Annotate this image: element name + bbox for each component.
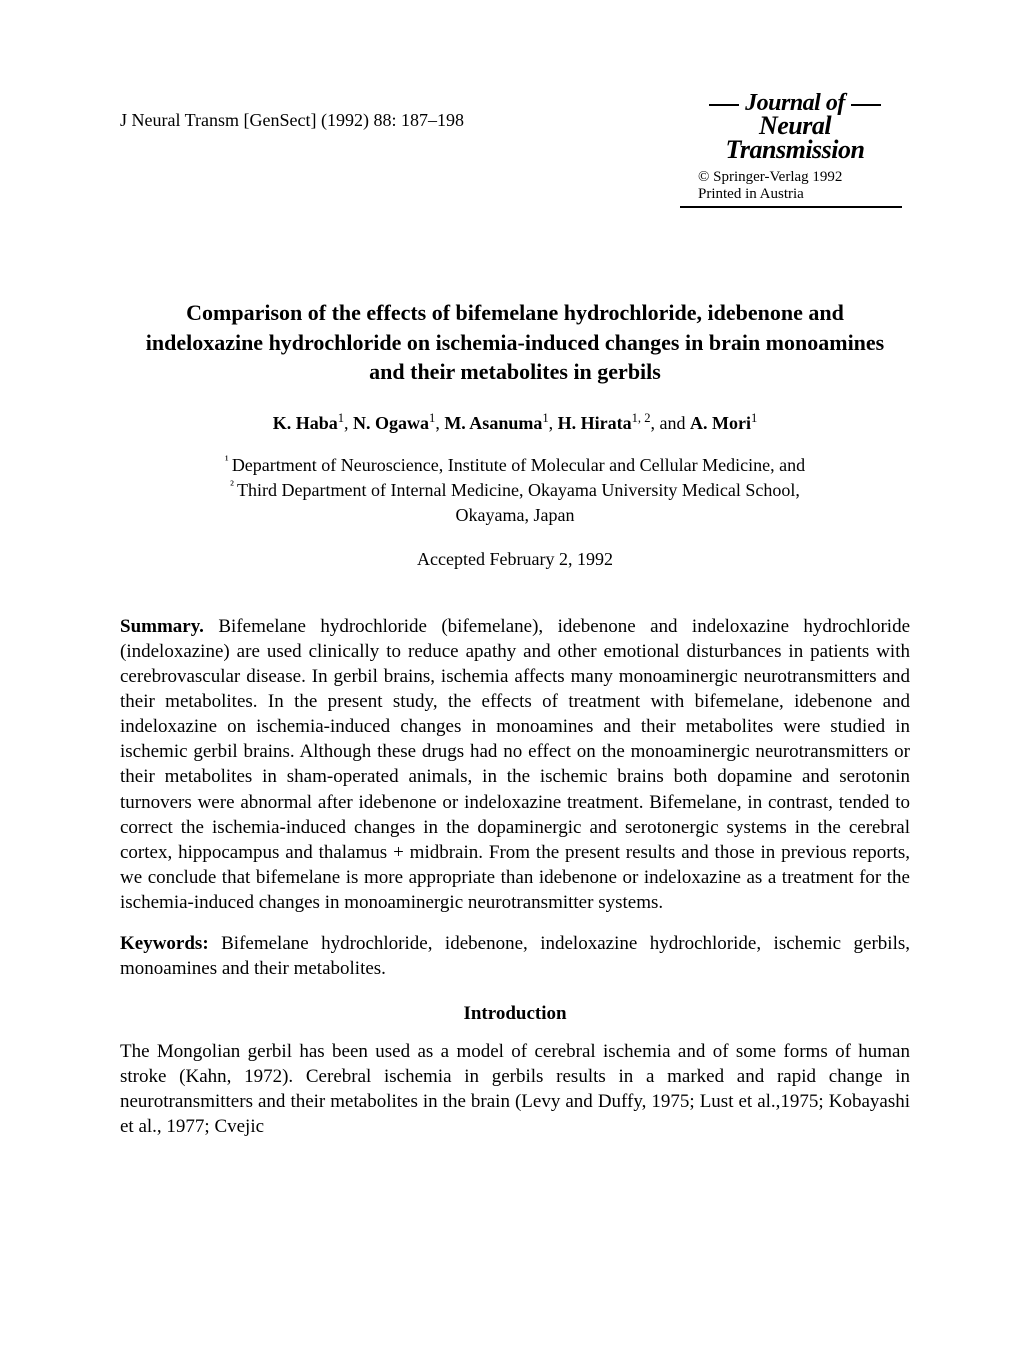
page-header: J Neural Transm [GenSect] (1992) 88: 187…: [120, 90, 910, 208]
introduction-heading: Introduction: [120, 1003, 910, 1025]
affiliations-block: ¹ Department of Neuroscience, Institute …: [120, 452, 910, 527]
introduction-paragraph: The Mongolian gerbil has been used as a …: [120, 1039, 910, 1139]
citation-text: J Neural Transm [GenSect] (1992) 88: 187…: [120, 110, 464, 131]
journal-line-3: Transmission: [680, 135, 910, 165]
affiliation-1: ¹ Department of Neuroscience, Institute …: [120, 452, 910, 477]
authors-line: K. Haba1, N. Ogawa1, M. Asanuma1, H. Hir…: [120, 411, 910, 434]
article-title: Comparison of the effects of bifemelane …: [145, 298, 885, 387]
affiliation-3: Okayama, Japan: [120, 503, 910, 527]
printed-in-text: Printed in Austria: [680, 186, 902, 208]
journal-line-1: Journal of: [745, 90, 845, 117]
summary-label: Summary.: [120, 616, 204, 637]
summary-paragraph: Summary. Bifemelane hydrochloride (bifem…: [120, 614, 910, 915]
keywords-text: Bifemelane hydrochloride, idebenone, ind…: [120, 933, 910, 979]
keywords-paragraph: Keywords: Bifemelane hydrochloride, ideb…: [120, 931, 910, 981]
copyright-text: © Springer-Verlag 1992: [680, 169, 910, 186]
affiliation-2: ² Third Department of Internal Medicine,…: [120, 477, 910, 502]
summary-text: Bifemelane hydrochloride (bifemelane), i…: [120, 616, 910, 913]
journal-masthead: Journal of Neural Transmission © Springe…: [680, 90, 910, 208]
accepted-date: Accepted February 2, 1992: [120, 549, 910, 570]
keywords-label: Keywords:: [120, 933, 209, 954]
